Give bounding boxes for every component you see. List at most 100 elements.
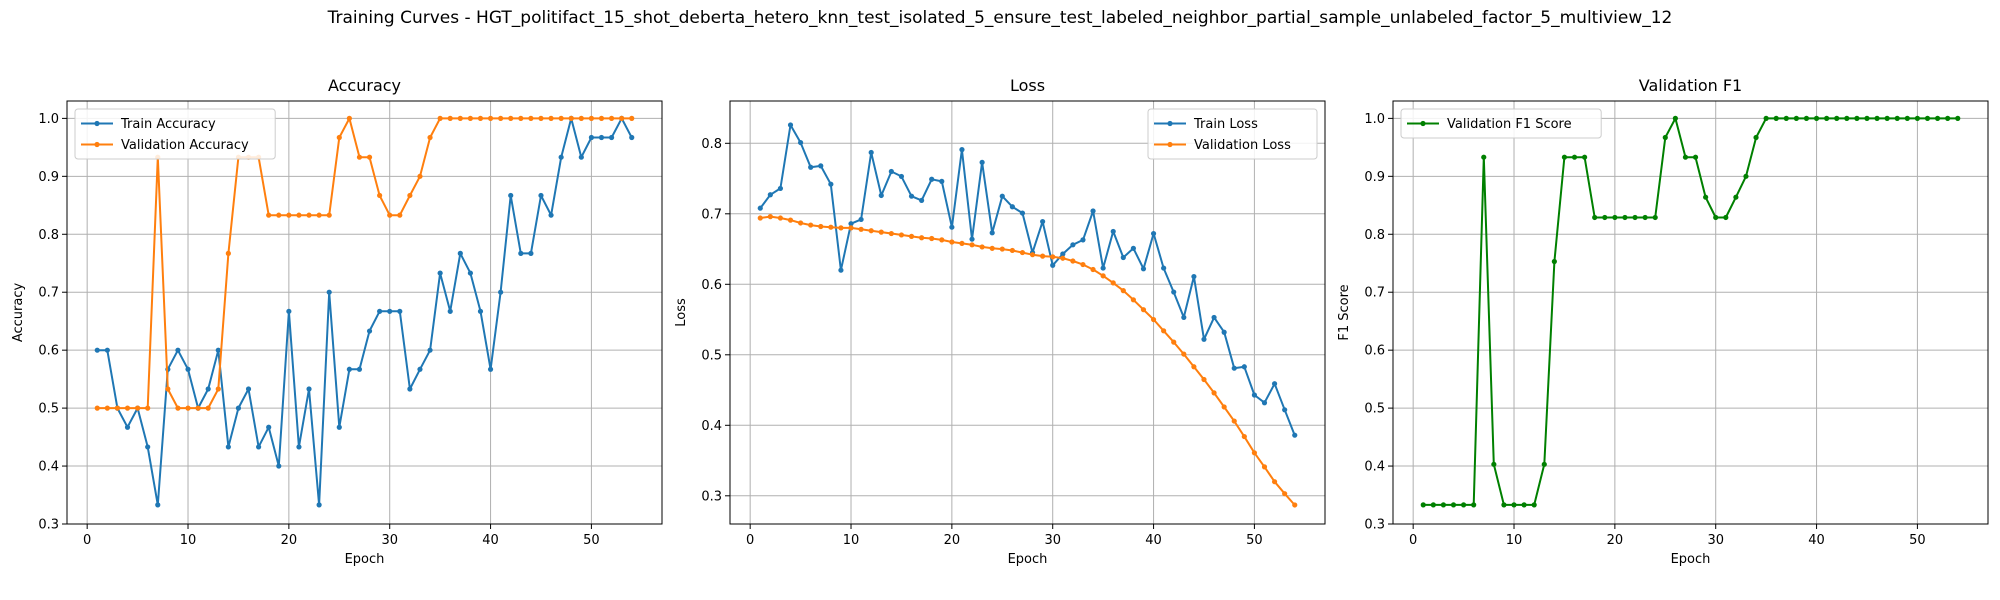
data-point (1110, 280, 1116, 286)
data-point (498, 289, 504, 295)
data-point (1541, 461, 1547, 467)
data-point (1201, 336, 1207, 342)
data-point (878, 229, 884, 235)
data-point (1854, 115, 1860, 121)
data-point (1430, 502, 1436, 508)
x-tick-label: 0 (746, 533, 754, 548)
data-point (387, 212, 393, 218)
data-point (104, 347, 110, 353)
x-axis-label: Epoch (1008, 552, 1048, 567)
data-point (487, 115, 494, 121)
data-point (124, 405, 131, 411)
x-tick-label: 40 (482, 533, 499, 548)
data-point (797, 139, 804, 146)
y-tick-label: 0.5 (1364, 402, 1385, 417)
data-point (1803, 115, 1810, 121)
legend-swatch-marker (94, 120, 100, 127)
data-point (1440, 502, 1447, 508)
data-point (919, 235, 925, 241)
data-point (1834, 115, 1840, 121)
data-point (1763, 115, 1769, 121)
data-point (999, 246, 1005, 252)
data-point (619, 115, 625, 121)
data-point (1100, 273, 1106, 279)
data-point (1191, 273, 1197, 280)
data-point (848, 225, 854, 231)
data-point (457, 115, 463, 121)
data-point (205, 405, 211, 411)
legend-swatch-marker (94, 141, 100, 148)
data-point (467, 115, 473, 121)
data-point (969, 242, 975, 248)
data-point (598, 115, 605, 121)
data-point (1592, 214, 1598, 221)
panel-accuracy: 0 10 20 30 40 50 0.3 0.4 0.5 0.6 0.7 0.8 0.9 1.0 Accur… (11, 76, 663, 567)
y-tick-label: 0.3 (701, 489, 722, 504)
data-point (104, 405, 110, 411)
legend: Validation F1 Score (1400, 108, 1602, 139)
data-point (447, 308, 453, 314)
data-point (1140, 307, 1147, 313)
data-point (477, 115, 484, 121)
data-point (487, 366, 494, 372)
data-point (1420, 502, 1426, 508)
x-tick-label: 50 (1909, 533, 1926, 548)
data-point (1924, 115, 1931, 121)
axes-frame (66, 100, 663, 525)
data-point (1080, 261, 1086, 268)
x-tick-label: 20 (281, 533, 298, 548)
series-line-0 (97, 117, 633, 506)
y-tick-label: 1.0 (38, 112, 59, 127)
data-point (908, 193, 915, 199)
data-point (1884, 115, 1890, 121)
data-point (1945, 115, 1951, 121)
data-point (256, 444, 262, 450)
data-point (407, 192, 413, 199)
data-point (858, 216, 864, 223)
data-point (1501, 502, 1507, 508)
data-point (276, 463, 282, 469)
y-tick-label: 0.8 (701, 137, 722, 152)
data-point (397, 212, 403, 218)
x-tick-label: 40 (1145, 533, 1162, 548)
data-point (1040, 253, 1046, 259)
y-tick-label: 0.3 (1364, 518, 1385, 533)
data-point (1955, 115, 1961, 121)
x-tick-label: 10 (843, 533, 860, 548)
data-point (266, 424, 272, 430)
data-point (336, 134, 342, 141)
data-point (1894, 115, 1900, 121)
data-point (306, 386, 312, 392)
data-point (608, 134, 615, 141)
data-point (828, 224, 834, 230)
data-point (124, 424, 131, 430)
data-point (1271, 479, 1278, 485)
x-tick-label: 50 (1246, 533, 1263, 548)
data-point (578, 154, 584, 160)
y-tick-label: 0.7 (1364, 286, 1385, 301)
data-point (1171, 339, 1177, 345)
data-point (949, 224, 955, 230)
x-tick-label: 10 (1506, 533, 1523, 548)
x-tick-label: 0 (83, 533, 91, 548)
data-point (548, 115, 554, 121)
y-tick-label: 0.8 (38, 228, 59, 243)
data-point (558, 115, 564, 121)
data-point (939, 237, 945, 243)
x-tick-label: 30 (1044, 533, 1061, 548)
data-point (858, 226, 864, 232)
data-point (1241, 433, 1247, 440)
data-point (1450, 502, 1457, 508)
chart-title: Loss (1010, 76, 1045, 95)
data-point (878, 192, 884, 199)
legend-box (1147, 108, 1318, 160)
panel-validation-f1: 0 10 20 30 40 50 0.3 0.4 0.5 0.6 0.7 0.8 0.9 1.0 Valid… (1337, 76, 1989, 567)
data-point (1090, 208, 1096, 214)
data-point (1201, 376, 1207, 383)
data-point (377, 308, 383, 314)
legend-label: Validation F1 Score (1447, 117, 1572, 132)
data-point (1713, 214, 1719, 221)
data-point (266, 212, 272, 218)
chart-title: Validation F1 (1639, 76, 1742, 95)
data-point (1481, 154, 1487, 160)
